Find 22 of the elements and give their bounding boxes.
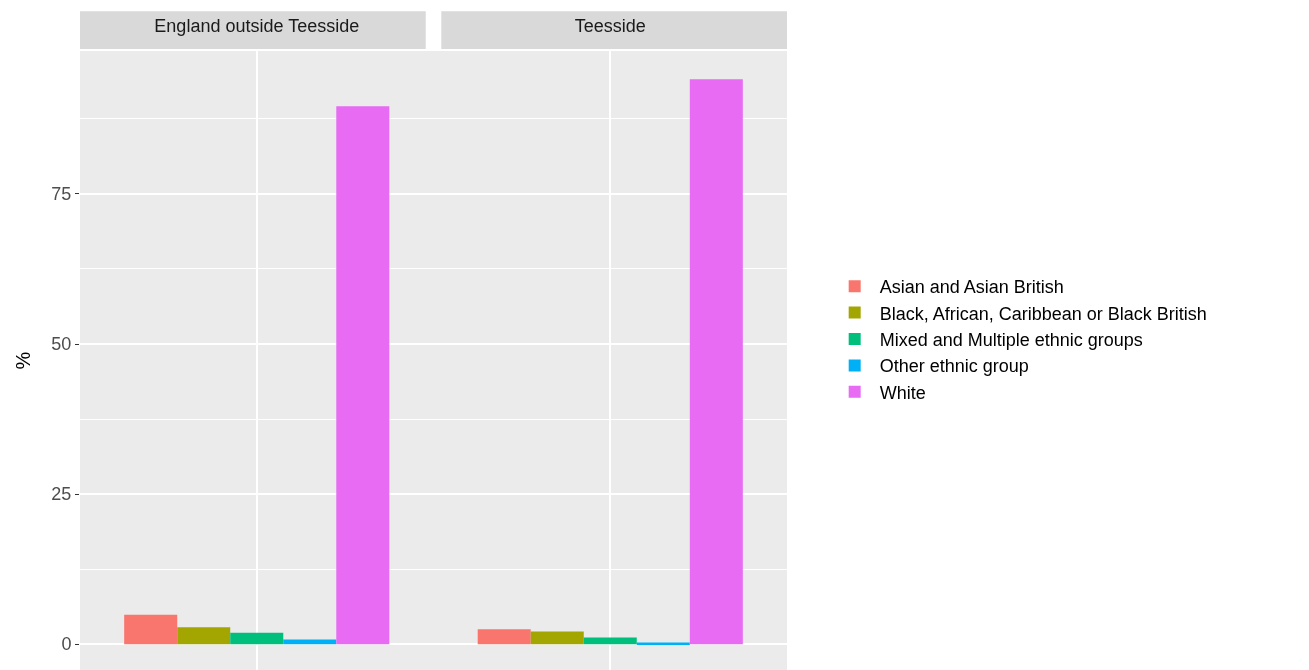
- bar: [283, 639, 337, 645]
- bar: [177, 627, 231, 645]
- bar: [477, 629, 531, 645]
- bar: [689, 79, 743, 645]
- y-tick-label: 25: [51, 484, 72, 505]
- bar: [530, 631, 584, 645]
- legend-label: Mixed and Multiple ethnic groups: [879, 330, 1143, 351]
- legend-label: White: [879, 382, 926, 403]
- y-tick-label: 0: [61, 634, 72, 655]
- legend-label: Black, African, Caribbean or Black British: [879, 303, 1207, 324]
- legend-label: Other ethnic group: [879, 356, 1029, 377]
- bar: [583, 637, 637, 645]
- y-tick-label: 50: [51, 334, 72, 355]
- bar: [336, 106, 390, 645]
- bar: [230, 632, 284, 645]
- x-tick-label: England outside Teesside: [154, 16, 360, 37]
- bar: [124, 614, 178, 645]
- y-tick-label: 75: [51, 184, 72, 205]
- bar: [636, 642, 690, 646]
- legend-label: Asian and Asian British: [879, 277, 1064, 298]
- x-tick-label: Teesside: [574, 16, 646, 37]
- y-axis-title: %: [11, 351, 34, 370]
